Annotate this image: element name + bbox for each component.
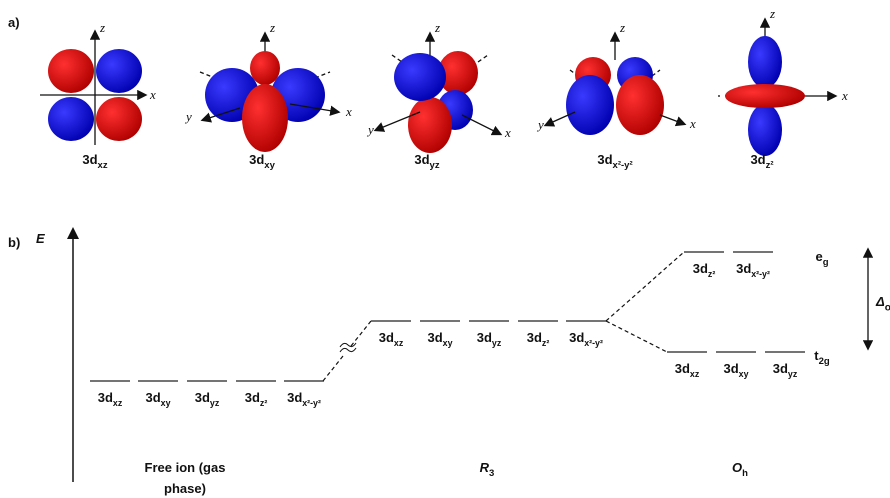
orbital-label-main: 3d bbox=[414, 152, 429, 167]
level-label: 3dyz bbox=[477, 330, 502, 348]
axis-label: x bbox=[149, 87, 156, 102]
orbital-label-main: 3d bbox=[249, 152, 264, 167]
column-title-sub: 3 bbox=[489, 468, 494, 479]
level-label-main: 3d bbox=[146, 390, 161, 405]
splitting-label: Δo bbox=[875, 294, 890, 314]
splitting-label-sub: o bbox=[885, 303, 890, 314]
panel-label: a) bbox=[8, 15, 20, 30]
level-label-sub: z² bbox=[260, 398, 267, 408]
level-label-main: 3d bbox=[195, 390, 210, 405]
axis-label: z bbox=[269, 20, 275, 35]
level-label-sub: yz bbox=[492, 338, 502, 348]
axis-label: z bbox=[434, 20, 440, 35]
level-label-sub: xz bbox=[690, 369, 700, 379]
level-label-main: 3d bbox=[428, 330, 443, 345]
level-label: 3dxy bbox=[428, 330, 453, 348]
orbital-drawings bbox=[40, 20, 835, 156]
orbital-label: 3dx²-y² bbox=[597, 152, 632, 171]
level-label: 3dx²-y² bbox=[736, 261, 770, 279]
level-label-main: 3d bbox=[736, 261, 751, 276]
level-label: 3dyz bbox=[773, 361, 798, 379]
axis-label: x bbox=[504, 125, 511, 140]
column-title-main: O bbox=[732, 460, 742, 475]
orbital-label-main: 3d bbox=[82, 152, 97, 167]
level-label-main: 3d bbox=[287, 390, 302, 405]
level-label-sub: xz bbox=[394, 338, 404, 348]
level-label-sub: yz bbox=[788, 369, 798, 379]
axis-label: z bbox=[769, 6, 775, 21]
level-label: 3dxz bbox=[675, 361, 700, 379]
figure: a)b)3dxzzx3dxyzyx3dyzzyx3dx²-y²zyx3dz²zx… bbox=[0, 0, 890, 498]
axis-label: x bbox=[841, 88, 848, 103]
orbital-label: 3dyz bbox=[414, 152, 439, 171]
level-label: 3dz² bbox=[245, 390, 268, 408]
level-label-sub: xz bbox=[113, 398, 123, 408]
level-label-main: 3d bbox=[245, 390, 260, 405]
level-label: 3dyz bbox=[195, 390, 220, 408]
axis-label: y bbox=[184, 109, 192, 124]
t2g-label: t2g bbox=[814, 348, 830, 367]
level-label-sub: xy bbox=[739, 369, 749, 379]
axis-label: z bbox=[99, 20, 105, 35]
level-label-sub: xy bbox=[443, 338, 453, 348]
orbital-label-sub: xz bbox=[98, 160, 108, 171]
orbital-label-sub: xy bbox=[264, 160, 275, 171]
orbital-label-sub: z² bbox=[766, 160, 774, 171]
level-label-sub: x²-y² bbox=[302, 398, 321, 408]
level-label-sub: yz bbox=[210, 398, 220, 408]
level-label-main: 3d bbox=[724, 361, 739, 376]
t2g-label-sub: 2g bbox=[819, 356, 830, 367]
axis-label: x bbox=[689, 116, 696, 131]
level-label: 3dxz bbox=[98, 390, 123, 408]
level-label: 3dxy bbox=[146, 390, 171, 408]
level-label-sub: z² bbox=[542, 338, 549, 348]
column-title: phase) bbox=[164, 481, 206, 496]
axis-label: y bbox=[536, 117, 544, 132]
axis-label: y bbox=[366, 122, 374, 137]
orbital-label-main: 3d bbox=[597, 152, 612, 167]
level-label: 3dxz bbox=[379, 330, 404, 348]
level-label: 3dz² bbox=[693, 261, 716, 279]
eg-label-main: e bbox=[815, 249, 822, 264]
panel-label: b) bbox=[8, 235, 20, 250]
column-title: R3 bbox=[480, 460, 495, 479]
eg-label-sub: g bbox=[823, 257, 829, 268]
splitting-label-main: Δ bbox=[875, 294, 885, 309]
level-label-main: 3d bbox=[379, 330, 394, 345]
level-label: 3dxy bbox=[724, 361, 749, 379]
axis-label: z bbox=[619, 20, 625, 35]
level-label-main: 3d bbox=[675, 361, 690, 376]
level-label-main: 3d bbox=[773, 361, 788, 376]
level-label-main: 3d bbox=[569, 330, 584, 345]
energy-axis-label: E bbox=[36, 231, 45, 246]
orbital-label: 3dxz bbox=[82, 152, 107, 171]
column-title: Oh bbox=[732, 460, 748, 479]
axis-label: x bbox=[345, 104, 352, 119]
level-label-main: 3d bbox=[693, 261, 708, 276]
level-label-main: 3d bbox=[477, 330, 492, 345]
level-label-sub: xy bbox=[161, 398, 171, 408]
level-label: 3dx²-y² bbox=[287, 390, 321, 408]
eg-label: eg bbox=[815, 249, 828, 268]
level-label: 3dz² bbox=[527, 330, 550, 348]
orbital-label: 3dz² bbox=[750, 152, 773, 171]
level-label-sub: x²-y² bbox=[751, 269, 770, 279]
orbital-label-main: 3d bbox=[750, 152, 765, 167]
level-label-sub: x²-y² bbox=[584, 338, 603, 348]
orbital-label: 3dxy bbox=[249, 152, 275, 171]
column-title: Free ion (gas bbox=[145, 460, 226, 475]
orbital-label-sub: yz bbox=[430, 160, 440, 171]
level-label-main: 3d bbox=[98, 390, 113, 405]
level-label-sub: z² bbox=[708, 269, 715, 279]
column-title-sub: h bbox=[742, 468, 748, 479]
level-label: 3dx²-y² bbox=[569, 330, 603, 348]
orbital-label-sub: x²-y² bbox=[613, 160, 633, 171]
level-label-main: 3d bbox=[527, 330, 542, 345]
